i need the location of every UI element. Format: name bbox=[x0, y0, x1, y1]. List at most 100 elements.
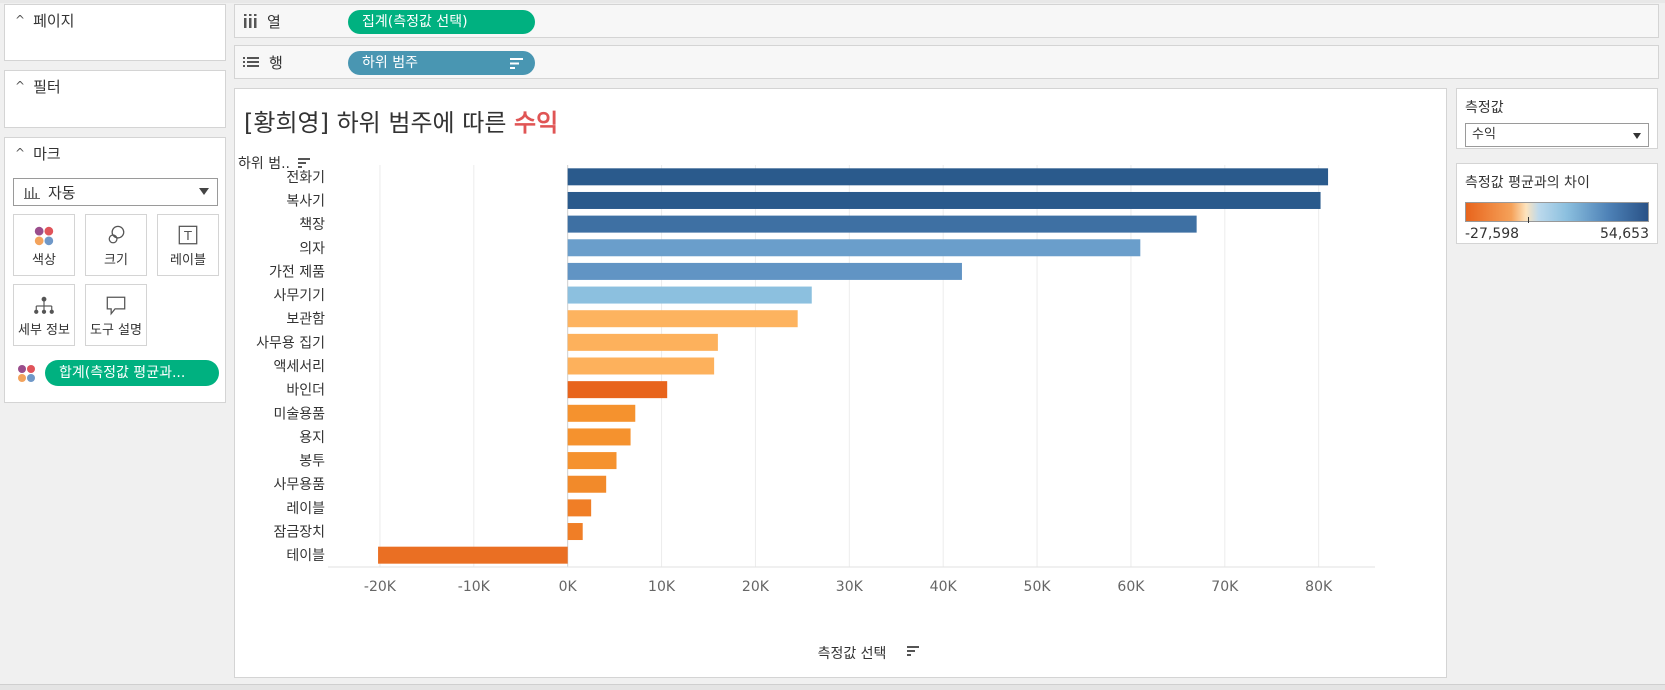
filters-panel-header[interactable]: ^ 필터 bbox=[5, 71, 225, 101]
category-label: 액세서리 bbox=[273, 359, 325, 375]
category-label: 보관함 bbox=[286, 312, 325, 328]
row-field-header[interactable]: 하위 범.. bbox=[238, 153, 311, 173]
category-label: 레이블 bbox=[286, 501, 325, 517]
parameter-card: 측정값 수익 bbox=[1456, 88, 1658, 149]
x-tick-label: 10K bbox=[648, 579, 676, 595]
pages-panel-header[interactable]: ^ 페이지 bbox=[5, 5, 225, 35]
bar[interactable] bbox=[567, 191, 1321, 209]
columns-icon bbox=[244, 14, 257, 28]
bar[interactable] bbox=[567, 523, 583, 541]
x-tick-label: 40K bbox=[930, 579, 958, 595]
bar[interactable] bbox=[567, 381, 668, 399]
label-button[interactable]: T 레이블 bbox=[157, 214, 219, 276]
bar[interactable] bbox=[567, 239, 1141, 257]
parameter-title: 측정값 bbox=[1465, 100, 1504, 116]
row-field-header-label: 하위 범.. bbox=[238, 156, 290, 172]
color-field-pill[interactable]: 합계(측정값 평균과... bbox=[45, 360, 219, 386]
marks-panel-header[interactable]: ^ 마크 bbox=[5, 138, 225, 168]
marks-panel: ^ 마크 자동 색상 크기 bbox=[4, 137, 226, 403]
rows-shelf-label: 행 bbox=[235, 46, 345, 78]
tooltip-bubble-icon bbox=[106, 296, 126, 316]
pages-panel: ^ 페이지 bbox=[4, 4, 226, 61]
x-tick-label: -20K bbox=[364, 579, 397, 595]
bar[interactable] bbox=[567, 286, 812, 304]
category-label: 전화기 bbox=[286, 170, 325, 186]
tooltip-button[interactable]: 도구 설명 bbox=[85, 284, 147, 346]
category-label: 잠금장치 bbox=[273, 525, 325, 541]
category-label: 사무용품 bbox=[273, 477, 325, 493]
bar[interactable] bbox=[567, 333, 718, 351]
x-axis-sort-icon[interactable] bbox=[907, 646, 919, 656]
size-button-label: 크기 bbox=[104, 253, 128, 268]
bar[interactable] bbox=[567, 168, 1329, 186]
chart-tick-labels: -20K -10K 0K 10K 20K 30K 40K 50K 60K 70K 80K bbox=[364, 579, 1333, 595]
collapse-caret-icon[interactable]: ^ bbox=[15, 146, 26, 160]
x-tick-label: 0K bbox=[559, 579, 578, 595]
bar[interactable] bbox=[567, 452, 617, 470]
mark-type-value: 자동 bbox=[48, 183, 76, 202]
pages-panel-title: 페이지 bbox=[33, 11, 75, 30]
bar[interactable] bbox=[378, 546, 568, 564]
top-strip bbox=[0, 0, 1665, 3]
category-label: 바인더 bbox=[286, 383, 325, 399]
svg-text:T: T bbox=[183, 228, 192, 243]
mark-type-select[interactable]: 자동 bbox=[13, 178, 218, 206]
bar[interactable] bbox=[567, 262, 962, 280]
color-button[interactable]: 색상 bbox=[13, 214, 75, 276]
detail-button[interactable]: 세부 정보 bbox=[13, 284, 75, 346]
bar[interactable] bbox=[567, 215, 1197, 233]
filters-panel-title: 필터 bbox=[33, 77, 61, 96]
columns-shelf: 열 집계(측정값 선택) bbox=[234, 4, 1659, 38]
bar[interactable] bbox=[567, 428, 631, 446]
rows-shelf: 행 하위 범주 bbox=[234, 45, 1659, 79]
x-tick-label: 60K bbox=[1117, 579, 1145, 595]
category-label: 사무기기 bbox=[273, 288, 325, 304]
category-label: 복사기 bbox=[286, 193, 325, 209]
legend-min-label: -27,598 bbox=[1465, 226, 1520, 242]
category-label: 테이블 bbox=[286, 548, 325, 564]
category-label: 사무용 집기 bbox=[256, 335, 325, 351]
chevron-down-icon bbox=[1633, 133, 1641, 139]
label-t-icon: T bbox=[178, 225, 198, 245]
label-button-label: 레이블 bbox=[170, 253, 206, 268]
parameter-select[interactable]: 수익 bbox=[1465, 123, 1649, 147]
tooltip-button-label: 도구 설명 bbox=[90, 323, 142, 338]
category-label: 용지 bbox=[299, 430, 325, 446]
sheet-title: [황희영] 하위 범주에 따른 수익 bbox=[244, 103, 558, 138]
bar[interactable] bbox=[567, 357, 715, 375]
rows-pill[interactable]: 하위 범주 bbox=[348, 51, 535, 75]
color-ramp bbox=[1465, 202, 1649, 223]
category-label: 봉투 bbox=[299, 454, 325, 470]
x-tick-label: 50K bbox=[1024, 579, 1052, 595]
sheet-title-accent: 수익 bbox=[514, 109, 559, 137]
collapse-caret-icon[interactable]: ^ bbox=[15, 13, 26, 27]
detail-tree-icon bbox=[34, 296, 54, 314]
legend-max-label: 54,653 bbox=[1600, 226, 1649, 242]
chart-bars bbox=[378, 168, 1329, 564]
columns-shelf-label: 열 bbox=[235, 5, 345, 37]
bar[interactable] bbox=[567, 475, 607, 493]
color-legend-card: 측정값 평균과의 차이 -27,598 54,653 bbox=[1456, 163, 1658, 244]
size-button[interactable]: 크기 bbox=[85, 214, 147, 276]
ramp-center-tick bbox=[1527, 217, 1529, 223]
rows-pill-label: 하위 범주 bbox=[362, 55, 418, 71]
sheet-tabs-strip bbox=[0, 684, 1665, 690]
bar[interactable] bbox=[567, 499, 592, 517]
bar[interactable] bbox=[567, 310, 798, 328]
color-button-label: 색상 bbox=[32, 253, 56, 268]
category-label: 책장 bbox=[299, 217, 325, 233]
filters-panel: ^ 필터 bbox=[4, 70, 226, 128]
columns-pill[interactable]: 집계(측정값 선택) bbox=[348, 10, 535, 34]
sheet-title-prefix: [황희영] 하위 범주에 따른 bbox=[244, 109, 515, 137]
legend-title: 측정값 평균과의 차이 bbox=[1465, 175, 1590, 191]
collapse-caret-icon[interactable]: ^ bbox=[15, 79, 26, 93]
category-label: 가전 제품 bbox=[269, 264, 325, 280]
x-tick-label: 20K bbox=[742, 579, 770, 595]
bar[interactable] bbox=[567, 404, 636, 422]
color-dots-icon bbox=[18, 365, 35, 382]
sort-icon[interactable] bbox=[298, 158, 311, 168]
x-tick-label: 30K bbox=[836, 579, 864, 595]
